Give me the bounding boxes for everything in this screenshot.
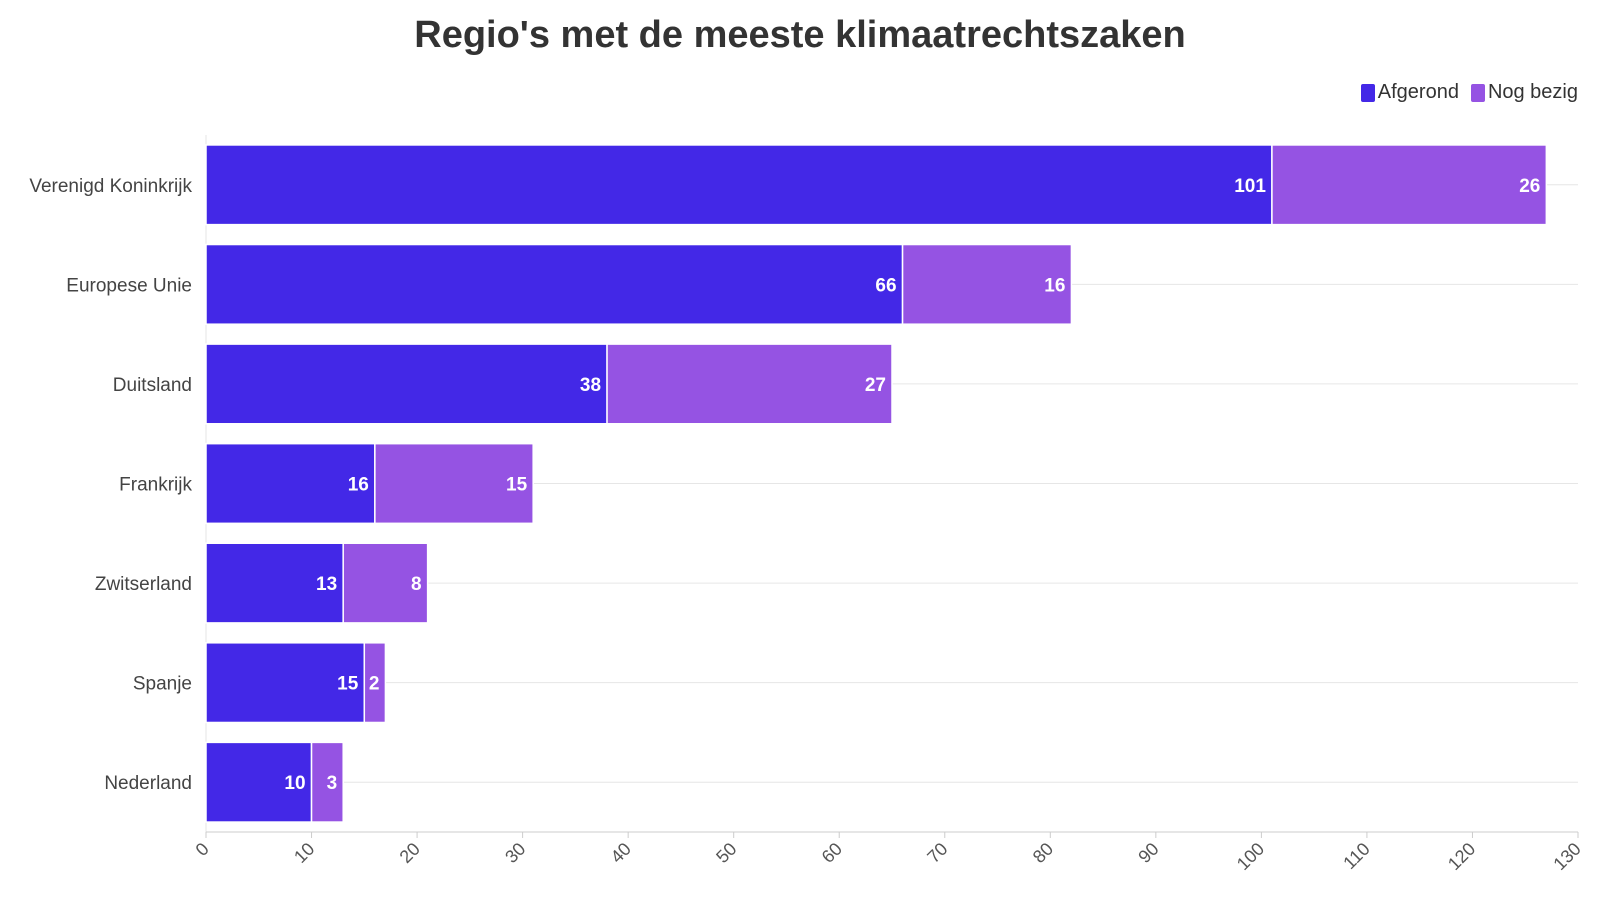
legend-label-nog-bezig: Nog bezig xyxy=(1487,81,1578,103)
y-category-label: Frankrijk xyxy=(119,475,192,496)
bar-nog-bezig xyxy=(363,642,387,724)
x-tick-label: 0 xyxy=(192,839,213,860)
data-label: 27 xyxy=(865,375,886,396)
bar-nog-bezig xyxy=(1271,144,1548,226)
y-category-label: Zwitserland xyxy=(95,574,192,595)
legend-item-nog-bezig[interactable]: Nog bezig xyxy=(1470,81,1578,104)
legend-swatch-afgerond xyxy=(1360,83,1375,102)
bar-afgerond xyxy=(205,343,608,425)
legend-label-afgerond: Afgerond xyxy=(1377,81,1459,103)
data-label: 16 xyxy=(348,475,369,496)
bar-afgerond xyxy=(205,642,366,724)
data-label: 101 xyxy=(1234,176,1266,197)
bar-afgerond xyxy=(205,442,376,525)
data-label: 13 xyxy=(316,574,337,595)
x-tick-label: 60 xyxy=(818,839,846,867)
bar-afgerond xyxy=(205,542,344,624)
x-tick-label: 30 xyxy=(501,839,529,867)
data-label: 8 xyxy=(411,574,422,595)
x-tick-label: 50 xyxy=(712,839,740,867)
x-tick-label: 40 xyxy=(607,839,635,867)
x-tick-label: 70 xyxy=(923,839,951,867)
bar-nog-bezig xyxy=(606,343,893,425)
x-tick-label: 80 xyxy=(1029,839,1057,867)
x-tick-label: 10 xyxy=(290,839,318,867)
bar-afgerond xyxy=(205,741,313,823)
x-tick-label: 20 xyxy=(396,839,424,867)
data-label: 3 xyxy=(327,773,338,794)
bar-afgerond xyxy=(205,243,904,325)
data-label: 16 xyxy=(1044,275,1065,296)
y-category-label: Duitsland xyxy=(113,375,192,396)
bar-nog-bezig xyxy=(310,741,344,823)
bar-nog-bezig xyxy=(374,442,534,525)
x-tick-label: 120 xyxy=(1444,839,1479,874)
x-tick-label: 130 xyxy=(1549,839,1584,874)
data-label: 15 xyxy=(506,475,528,496)
chart-title: Regio's met de meeste klimaatrechtszaken xyxy=(414,14,1186,56)
bar-nog-bezig xyxy=(342,542,429,624)
y-category-label: Spanje xyxy=(133,674,192,695)
data-label: 2 xyxy=(369,674,380,695)
legend: Afgerond Nog bezig xyxy=(1360,81,1578,104)
legend-swatch-nog-bezig xyxy=(1470,83,1485,102)
y-category-label: Verenigd Koninkrijk xyxy=(29,176,192,197)
data-label: 38 xyxy=(580,375,601,396)
legend-item-afgerond[interactable]: Afgerond xyxy=(1360,81,1459,104)
bar-afgerond xyxy=(205,144,1273,226)
bar-nog-bezig xyxy=(901,243,1073,325)
x-tick-label: 100 xyxy=(1233,839,1268,874)
x-tick-label: 90 xyxy=(1134,839,1162,867)
y-category-label: Nederland xyxy=(104,773,192,794)
data-label: 10 xyxy=(284,773,305,794)
x-tick-label: 110 xyxy=(1339,839,1373,873)
y-category-label: Europese Unie xyxy=(66,275,192,296)
data-label: 66 xyxy=(875,275,896,296)
data-label: 15 xyxy=(337,674,359,695)
data-label: 26 xyxy=(1519,176,1540,197)
